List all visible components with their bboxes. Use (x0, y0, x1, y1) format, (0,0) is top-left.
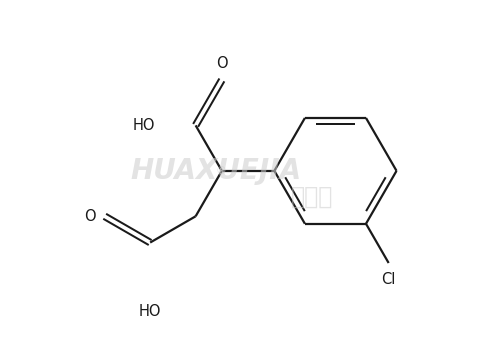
Text: ®: ® (215, 166, 226, 176)
Text: HUAXUEJIA: HUAXUEJIA (131, 157, 302, 185)
Text: O: O (84, 209, 96, 224)
Text: HO: HO (133, 118, 156, 133)
Text: Cl: Cl (382, 272, 396, 287)
Text: HO: HO (139, 304, 161, 319)
Text: O: O (216, 56, 228, 71)
Text: 化学加: 化学加 (290, 185, 333, 209)
